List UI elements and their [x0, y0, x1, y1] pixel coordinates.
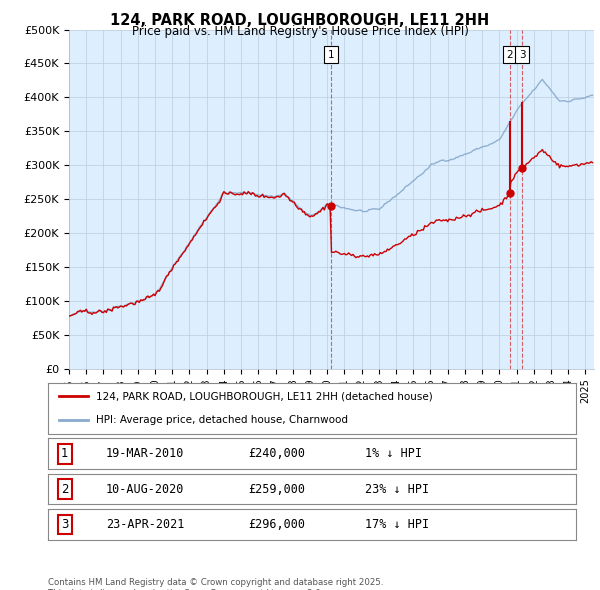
Text: 10-AUG-2020: 10-AUG-2020: [106, 483, 184, 496]
Text: 2: 2: [61, 483, 68, 496]
Text: 1: 1: [61, 447, 68, 460]
Text: £259,000: £259,000: [248, 483, 305, 496]
Text: 2: 2: [506, 50, 513, 60]
Text: Price paid vs. HM Land Registry's House Price Index (HPI): Price paid vs. HM Land Registry's House …: [131, 25, 469, 38]
Text: 17% ↓ HPI: 17% ↓ HPI: [365, 518, 429, 531]
Text: 124, PARK ROAD, LOUGHBOROUGH, LE11 2HH (detached house): 124, PARK ROAD, LOUGHBOROUGH, LE11 2HH (…: [95, 391, 432, 401]
Text: 1: 1: [328, 50, 334, 60]
Text: £240,000: £240,000: [248, 447, 305, 460]
Text: 23-APR-2021: 23-APR-2021: [106, 518, 184, 531]
Text: 3: 3: [519, 50, 526, 60]
Text: Contains HM Land Registry data © Crown copyright and database right 2025.
This d: Contains HM Land Registry data © Crown c…: [48, 578, 383, 590]
Text: HPI: Average price, detached house, Charnwood: HPI: Average price, detached house, Char…: [95, 415, 347, 425]
Text: 23% ↓ HPI: 23% ↓ HPI: [365, 483, 429, 496]
Text: 1% ↓ HPI: 1% ↓ HPI: [365, 447, 422, 460]
Text: 19-MAR-2010: 19-MAR-2010: [106, 447, 184, 460]
Text: £296,000: £296,000: [248, 518, 305, 531]
Text: 3: 3: [61, 518, 68, 531]
Text: 124, PARK ROAD, LOUGHBOROUGH, LE11 2HH: 124, PARK ROAD, LOUGHBOROUGH, LE11 2HH: [110, 13, 490, 28]
